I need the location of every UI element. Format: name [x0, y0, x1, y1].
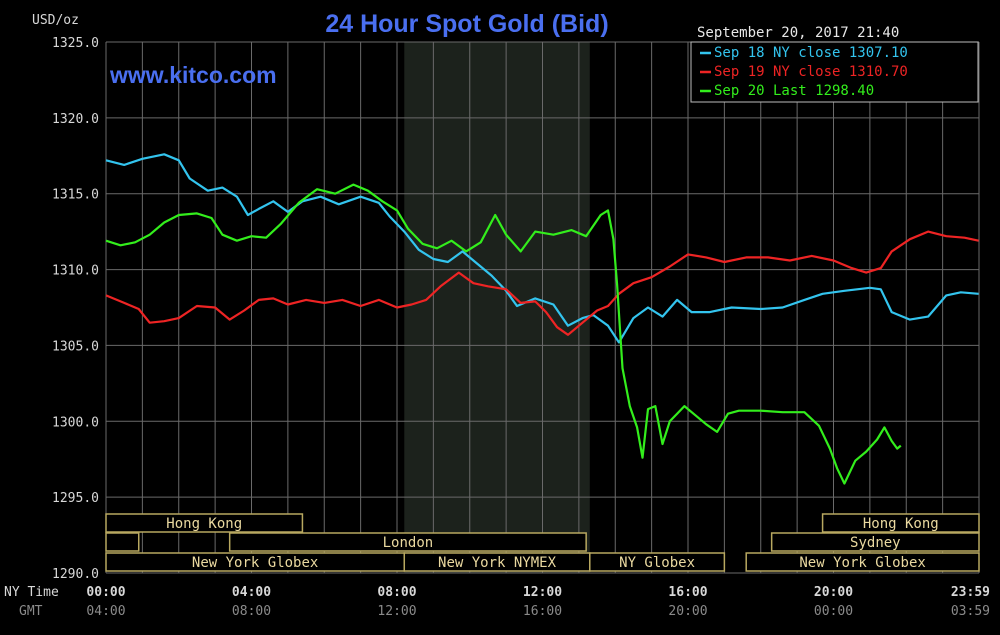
session-label: Hong Kong: [166, 516, 242, 532]
session-label: NY Globex: [619, 555, 695, 571]
y-tick-label: 1325.0: [52, 36, 99, 51]
chart-title: 24 Hour Spot Gold (Bid): [325, 10, 608, 38]
session-box: [770, 532, 980, 552]
x-tick-label-ny: 23:59: [951, 585, 990, 600]
x-tick-label-gmt: 03:59: [951, 604, 990, 619]
shaded-trading-period: [404, 42, 590, 573]
y-tick-label: 1310.0: [52, 264, 99, 279]
y-tick-label: 1295.0: [52, 491, 99, 506]
x-tick-label-ny: 12:00: [523, 585, 562, 600]
unit-label: USD/oz: [32, 13, 79, 28]
x-tick-labels: 00:00 04:00 04:00 08:00 08:00 12:00 12:00 16:00…: [86, 585, 990, 619]
session-label: Sydney: [850, 535, 901, 551]
session-label: London: [383, 535, 434, 551]
session-label: New York Globex: [799, 555, 925, 571]
session-box: [105, 532, 140, 552]
y-tick-label: 1320.0: [52, 112, 99, 127]
legend-label: Sep 20 Last 1298.40: [714, 83, 874, 99]
x-tick-label-gmt: 04:00: [86, 604, 125, 619]
x-tick-label-ny: 04:00: [232, 585, 271, 600]
session-box: [745, 552, 980, 572]
timestamp: September 20, 2017 21:40: [697, 25, 899, 41]
session-label: New York Globex: [192, 555, 318, 571]
session-box: [821, 513, 980, 533]
x-tick-label-gmt: 16:00: [523, 604, 562, 619]
price-series: [105, 153, 979, 485]
series-line: [105, 183, 902, 485]
y-tick-label: 1305.0: [52, 339, 99, 354]
x-tick-label-ny: 16:00: [668, 585, 707, 600]
x-tick-label-ny: 08:00: [377, 585, 416, 600]
x-tick-label-gmt: 12:00: [377, 604, 416, 619]
session-box: [589, 552, 726, 572]
watermark-text: www.kitco.com: [109, 62, 277, 88]
legend: Sep 18 NY close 1307.10 Sep 19 NY close 1…: [700, 45, 908, 99]
ny-time-label: NY Time: [4, 585, 59, 600]
legend-label: Sep 19 NY close 1310.70: [714, 64, 908, 80]
legend-box: [690, 41, 979, 103]
y-tick-label: 1300.0: [52, 415, 99, 430]
market-sessions: Hong Kong London New York Globex New York N…: [105, 513, 980, 572]
session-label: New York NYMEX: [438, 555, 557, 571]
gmt-label: GMT: [19, 604, 43, 619]
legend-label: Sep 18 NY close 1307.10: [714, 45, 908, 61]
y-tick-label: 1315.0: [52, 188, 99, 203]
x-tick-label-gmt: 20:00: [668, 604, 707, 619]
series-line: [105, 230, 979, 336]
x-tick-label-gmt: 00:00: [814, 604, 853, 619]
session-label: Hong Kong: [863, 516, 939, 532]
session-box: [228, 532, 587, 552]
x-tick-label-ny: 20:00: [814, 585, 853, 600]
session-box: [105, 513, 304, 533]
y-tick-label: 1290.0: [52, 567, 99, 582]
series-line: [105, 153, 979, 344]
x-tick-label-ny: 00:00: [86, 585, 125, 600]
x-tick-label-gmt: 08:00: [232, 604, 271, 619]
y-tick-labels: 1325.0 1320.0 1315.0 1310.0 1305.0 1300.0 1295…: [52, 36, 99, 582]
vertical-gridlines: [105, 42, 980, 573]
